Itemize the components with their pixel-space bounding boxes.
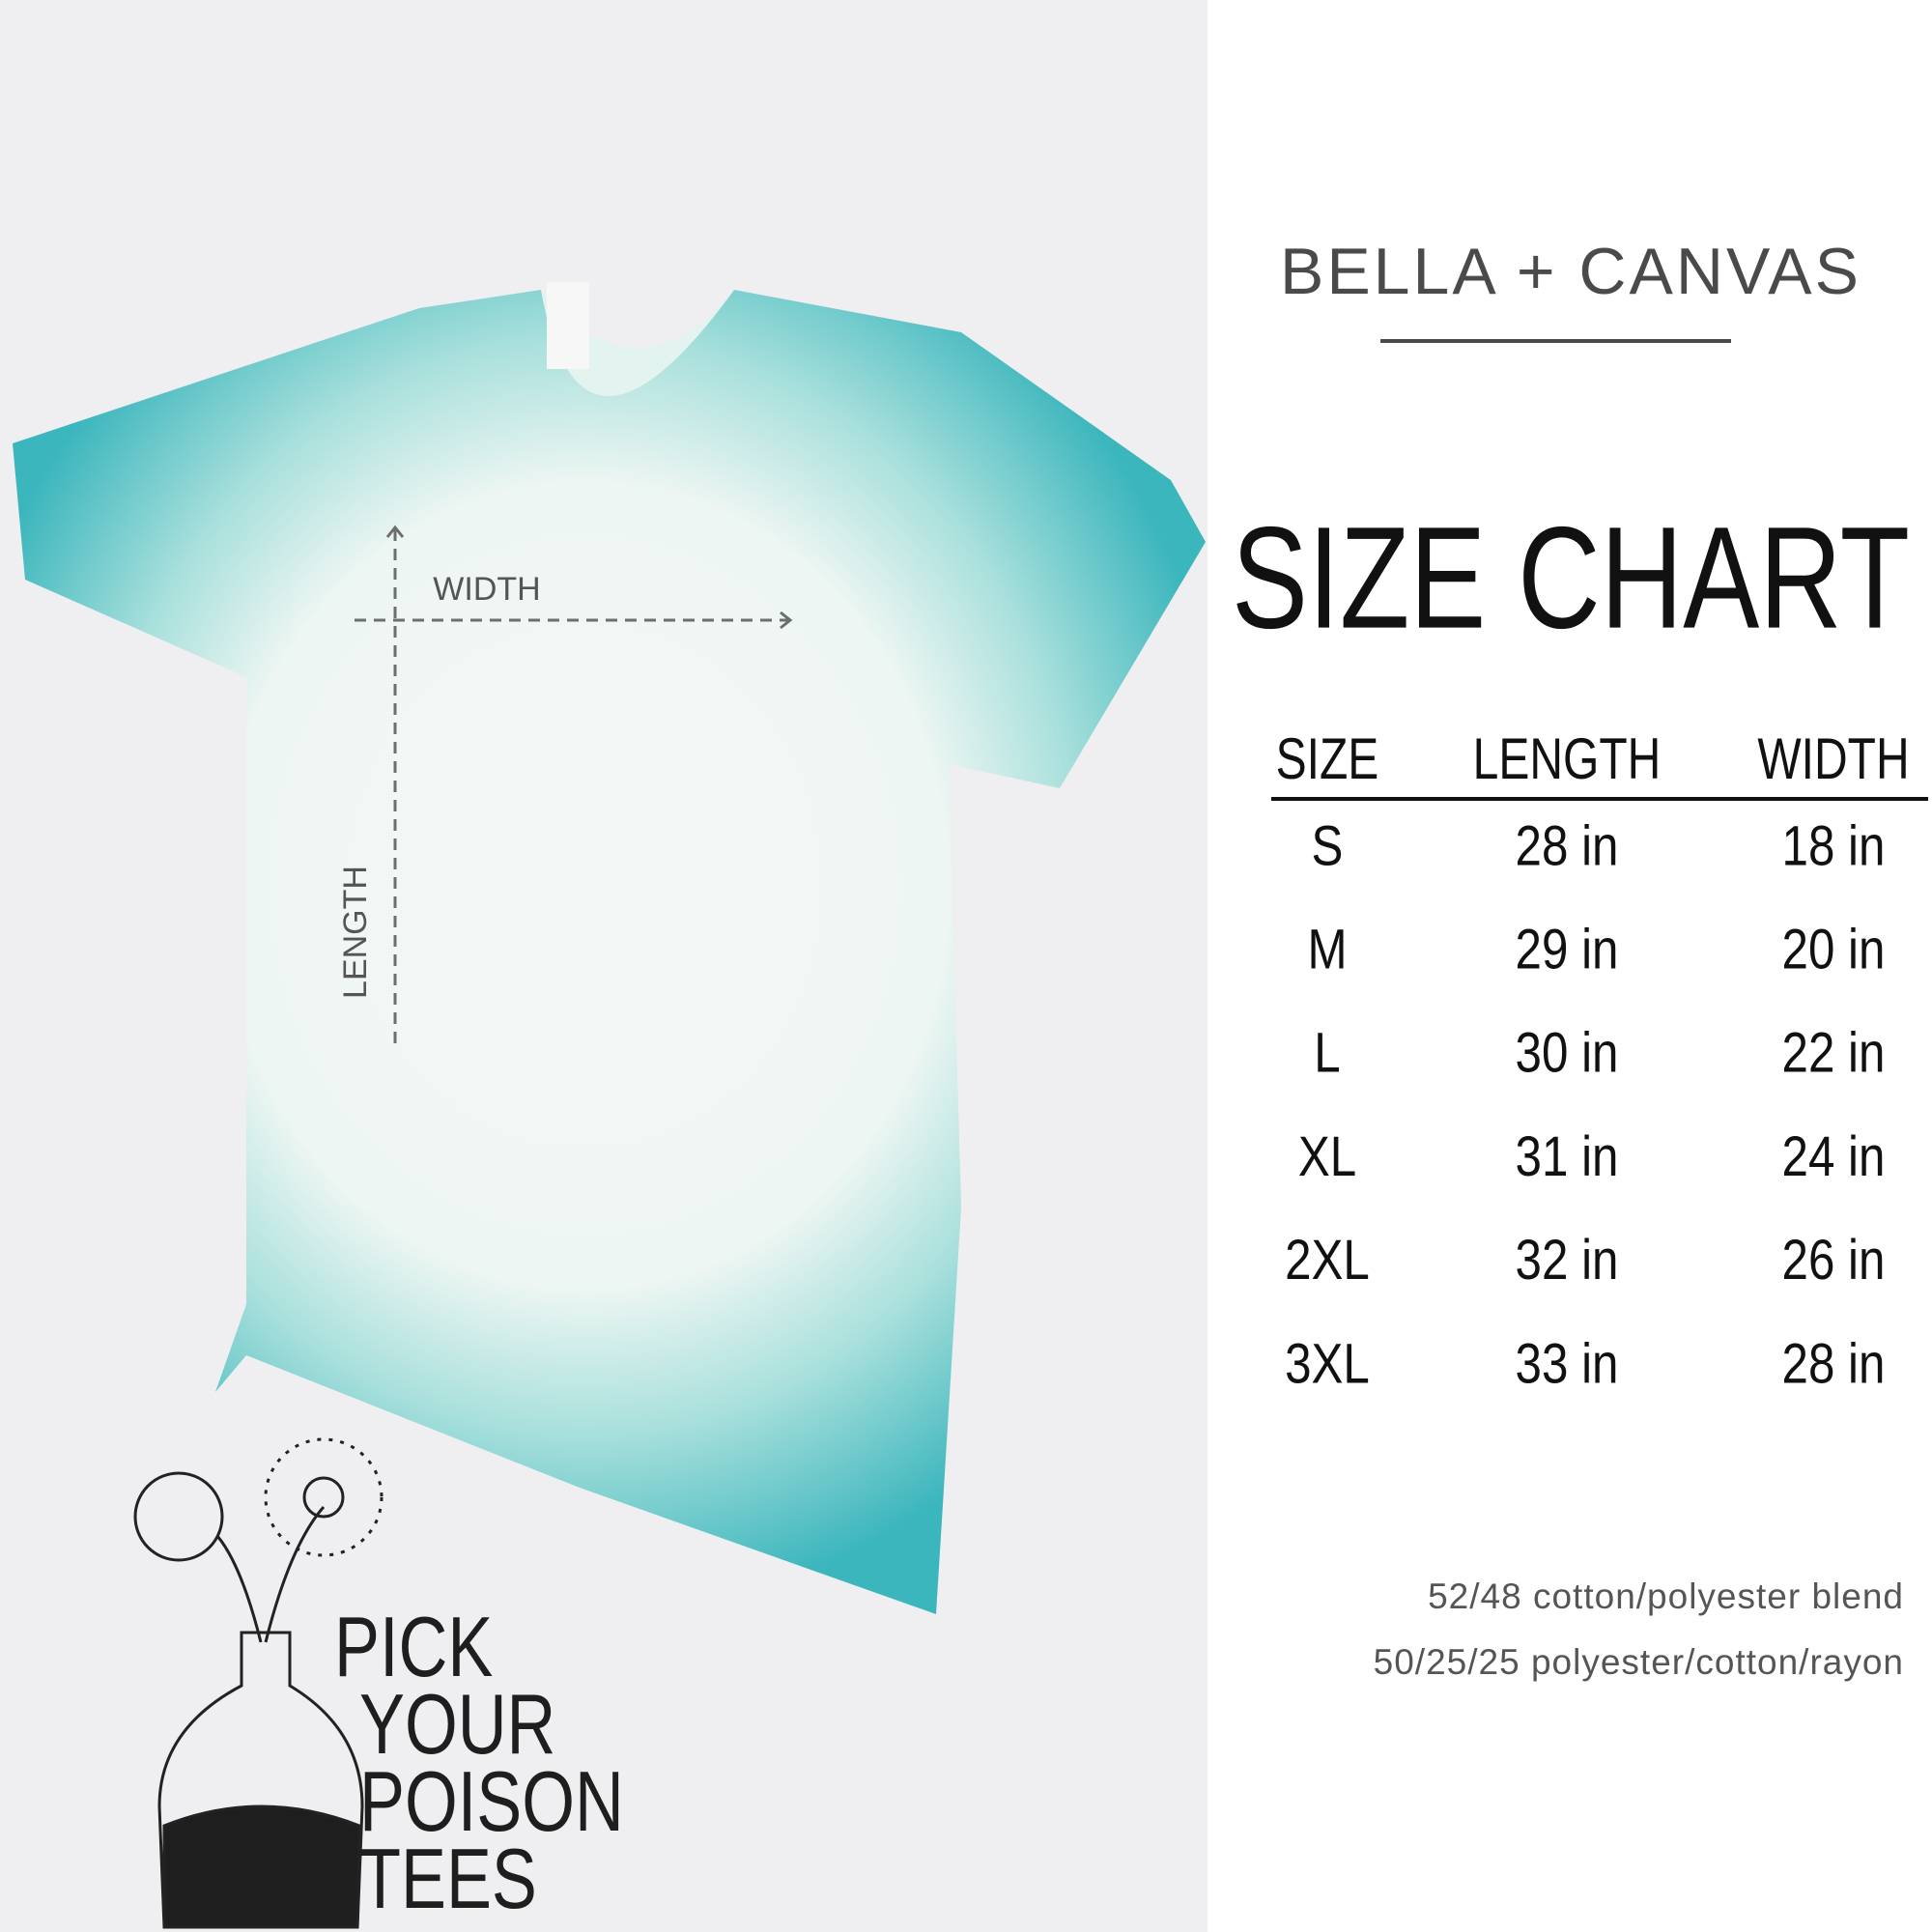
measure-cell: 28 in xyxy=(1782,1333,1886,1396)
collar xyxy=(541,290,734,396)
measure-cell: 31 in xyxy=(1516,1125,1619,1188)
logo-word: POISON xyxy=(359,1754,624,1849)
size-cell: 2XL xyxy=(1285,1229,1370,1292)
size-cell: S xyxy=(1312,815,1344,878)
title: SIZE CHART xyxy=(1232,497,1910,659)
measure-cell: 20 in xyxy=(1782,919,1886,981)
measure-cell: 30 in xyxy=(1516,1022,1619,1085)
logo-art xyxy=(133,1437,384,1929)
arrowheads xyxy=(385,525,793,630)
size-cell: 3XL xyxy=(1285,1333,1370,1396)
measure-cell: 32 in xyxy=(1516,1229,1619,1292)
chart-panel xyxy=(1208,0,1932,1932)
measure-cell: 33 in xyxy=(1516,1333,1619,1396)
header-cell: WIDTH xyxy=(1757,726,1909,791)
brand: BELLA + CANVAS xyxy=(1280,235,1861,308)
logo-word: TEES xyxy=(359,1832,537,1926)
measure-guides xyxy=(355,529,788,1047)
header-cell: LENGTH xyxy=(1473,726,1662,791)
measure-cell: 28 in xyxy=(1516,815,1619,878)
t-shirt xyxy=(13,290,1206,1614)
size-table: SIZE LENGTH WIDTH S 28 in 18 in M 29 in 20 in L 30… xyxy=(1276,726,1910,1396)
fabric-note: 52/48 cotton/polyester blend xyxy=(1428,1577,1904,1616)
measure-cell: 22 in xyxy=(1782,1022,1886,1085)
notes: 52/48 cotton/polyester blend 50/25/25 pol… xyxy=(1374,1577,1904,1682)
size-cell: XL xyxy=(1298,1125,1356,1188)
measure-cell: 18 in xyxy=(1782,815,1886,878)
measure-cell: 26 in xyxy=(1782,1229,1886,1292)
header-cell: SIZE xyxy=(1276,726,1379,791)
logo-word: PICK xyxy=(334,1600,493,1694)
size-cell: M xyxy=(1307,919,1347,981)
measure-cell: 29 in xyxy=(1516,919,1619,981)
tag xyxy=(547,282,589,369)
length-label: LENGTH xyxy=(337,866,374,999)
width-label: WIDTH xyxy=(433,571,540,608)
size-cell: L xyxy=(1314,1022,1340,1085)
fabric-note: 50/25/25 polyester/cotton/rayon xyxy=(1374,1642,1904,1682)
measure-cell: 24 in xyxy=(1782,1125,1886,1188)
logo-word: YOUR xyxy=(359,1677,555,1772)
